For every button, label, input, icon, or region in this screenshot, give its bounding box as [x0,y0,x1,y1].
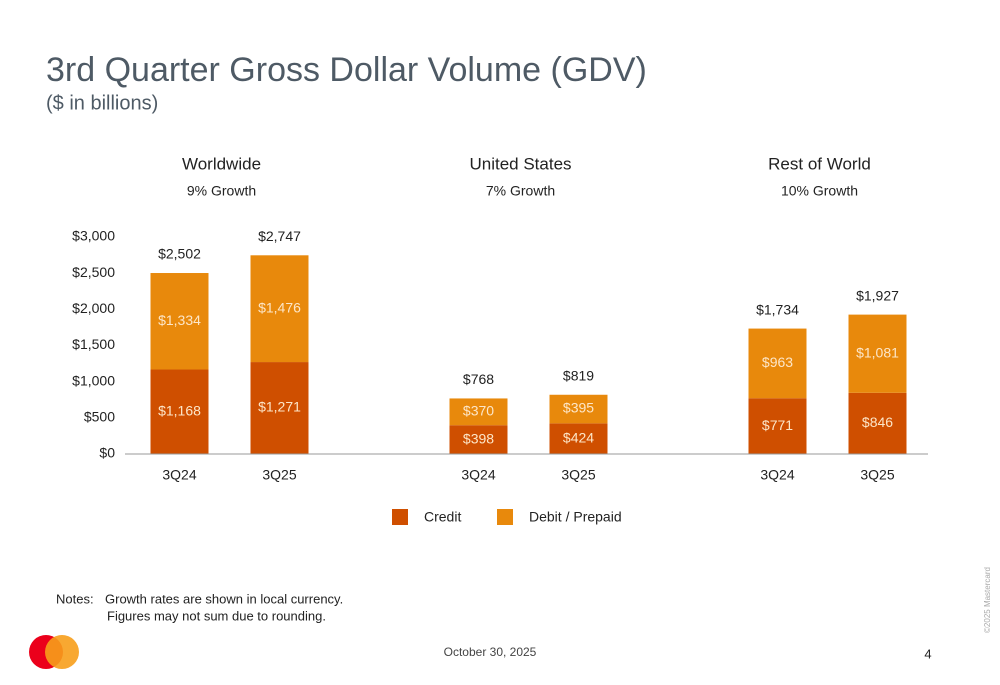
bar-segment [549,394,608,424]
x-tick-label: 3Q25 [262,467,296,483]
bar-segment [449,425,508,454]
note: Growth rates are shown in local currency… [105,591,343,606]
slide-title: 3rd Quarter Gross Dollar Volume (GDV) [46,51,647,89]
y-tick-label: $2,500 [72,264,115,280]
note: Figures may not sum due to rounding. [107,608,326,623]
x-tick-label: 3Q25 [860,467,894,483]
data-label: $1,081 [856,344,899,360]
data-label: $846 [862,414,893,430]
group-title: United States [469,154,571,173]
total-label: $1,734 [756,301,799,317]
y-tick-label: $2,000 [72,300,115,316]
group-title: Rest of World [768,154,871,173]
data-label: $1,168 [158,402,201,418]
bar-segment [549,423,608,454]
total-label: $1,927 [856,287,899,303]
bar-segment [748,398,807,454]
slide-subtitle: ($ in billions) [46,92,158,114]
x-tick-label: 3Q24 [461,467,495,483]
y-tick-label: $1,500 [72,336,115,352]
bar-segment [449,398,508,426]
date: October 30, 2025 [444,645,537,659]
bar-segment [250,362,309,454]
bar-segment [848,392,907,454]
total-label: $768 [463,371,494,387]
data-label: $1,271 [258,399,301,415]
x-tick-label: 3Q24 [760,467,794,483]
legend-label: Credit [424,509,461,525]
group-subtitle: 10% Growth [781,183,858,199]
total-label: $819 [563,367,594,383]
y-tick-label: $1,000 [72,372,115,388]
data-label: $771 [762,417,793,433]
y-tick-label: $3,000 [72,228,115,244]
legend-swatch [392,509,408,525]
group-subtitle: 7% Growth [486,183,555,199]
bar-segment [150,273,209,370]
legend-swatch [497,509,513,525]
x-tick-label: 3Q25 [561,467,595,483]
group-subtitle: 9% Growth [187,183,256,199]
y-tick-label: $500 [84,409,115,425]
page-number: 4 [924,646,931,661]
bar-segment [848,314,907,393]
data-label: $1,334 [158,312,201,328]
bar-segment [150,369,209,454]
total-label: $2,502 [158,246,201,262]
data-label: $1,476 [258,299,301,315]
data-label: $398 [463,430,494,446]
legend-label: Debit / Prepaid [529,509,622,525]
data-label: $370 [463,403,494,419]
total-label: $2,747 [258,228,301,244]
y-tick-label: $0 [99,445,115,461]
bar-segment [748,328,807,399]
logo-circle [45,635,79,669]
data-label: $963 [762,354,793,370]
notes-label: Notes: [56,591,94,606]
group-title: Worldwide [182,154,261,173]
copyright: ©2025 Mastercard [983,567,992,633]
data-label: $424 [563,429,594,445]
bar-segment [250,255,309,363]
x-tick-label: 3Q24 [162,467,196,483]
data-label: $395 [563,400,594,416]
